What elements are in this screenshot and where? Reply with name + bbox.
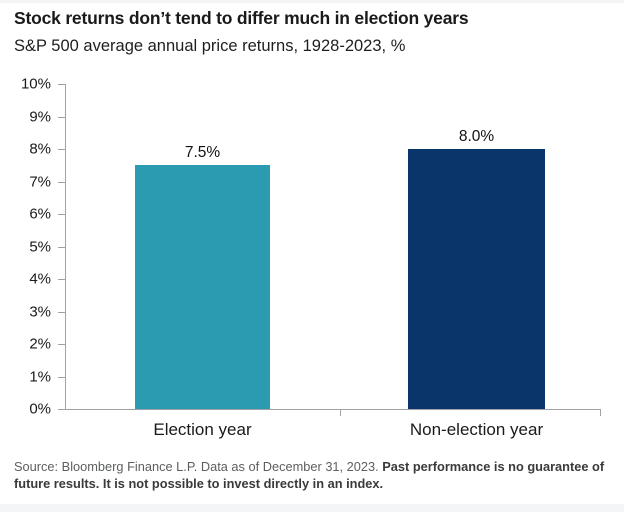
bar-value-label: 8.0% bbox=[458, 128, 495, 145]
category-label: Election year bbox=[153, 420, 252, 439]
y-tick bbox=[58, 279, 65, 280]
chart-title: Stock returns don’t tend to differ much … bbox=[14, 8, 469, 28]
category-boundary-tick bbox=[340, 409, 341, 416]
y-tick-label: 0% bbox=[29, 400, 51, 418]
y-tick-label: 6% bbox=[29, 205, 51, 223]
y-tick bbox=[58, 149, 65, 150]
y-tick-label: 7% bbox=[29, 173, 51, 190]
y-tick bbox=[58, 376, 65, 378]
x-axis-baseline bbox=[65, 409, 601, 410]
y-tick bbox=[58, 84, 65, 85]
y-tick-label: 2% bbox=[29, 335, 51, 353]
category-label: Non-election year bbox=[409, 420, 544, 439]
y-tick-label: 4% bbox=[29, 270, 51, 288]
source-note: Source: Bloomberg Finance L.P. Data as o… bbox=[14, 459, 616, 493]
bar-election-year bbox=[135, 165, 270, 409]
y-tick bbox=[58, 409, 65, 410]
y-tick bbox=[58, 214, 65, 215]
plot-area: 10% 9% 8% 7% 6% 5% 4% 3% 2% 1% 0% 7.5% Election yea… bbox=[21, 76, 601, 439]
bottom-edge-strip bbox=[0, 504, 624, 512]
disclaimer-text: Past performance is no guarantee of futu… bbox=[14, 459, 605, 491]
y-tick bbox=[58, 181, 65, 183]
bar-non-election-year bbox=[408, 149, 545, 409]
y-tick bbox=[58, 246, 65, 248]
y-tick-label: 8% bbox=[29, 140, 51, 158]
y-tick-label: 3% bbox=[29, 303, 51, 320]
chart-subtitle: S&P 500 average annual price returns, 19… bbox=[14, 37, 406, 55]
top-edge-strip bbox=[0, 0, 624, 3]
y-tick bbox=[58, 344, 65, 345]
y-tick-label: 5% bbox=[29, 238, 51, 255]
y-tick-label: 10% bbox=[20, 75, 51, 93]
source-text: Source: Bloomberg Finance L.P. Data as o… bbox=[14, 459, 383, 474]
y-tick-label: 9% bbox=[29, 108, 51, 125]
bar-value-label: 7.5% bbox=[184, 144, 221, 161]
y-tick bbox=[58, 116, 65, 118]
category-boundary-tick bbox=[600, 409, 601, 416]
y-tick-label: 1% bbox=[29, 368, 51, 385]
y-tick bbox=[58, 311, 65, 313]
y-axis-line bbox=[65, 84, 66, 409]
